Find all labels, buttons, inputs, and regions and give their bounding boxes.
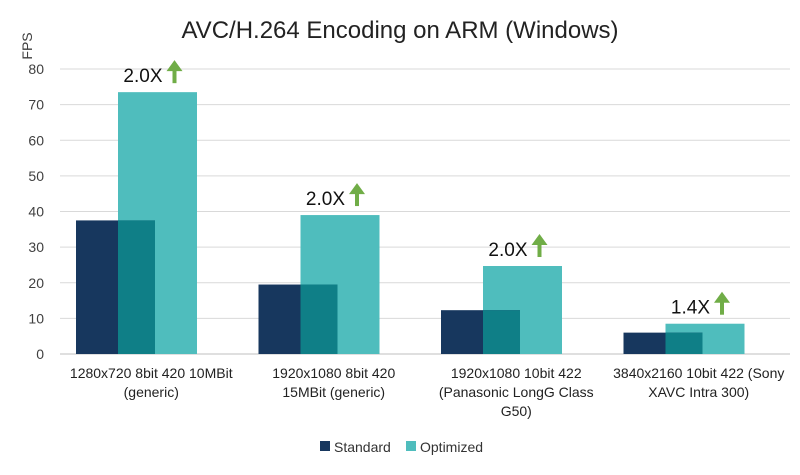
category-label: (Panasonic LongG Class	[439, 384, 594, 400]
speedup-label: 2.0X	[123, 66, 162, 87]
y-tick-label: 40	[28, 204, 44, 220]
category-label: 1920x1080 10bit 422	[451, 365, 582, 381]
category-label: 1280x720 8bit 420 10MBit	[70, 365, 233, 381]
y-axis-label: FPS	[19, 32, 35, 59]
up-arrow-icon	[166, 60, 183, 84]
y-tick-label: 30	[28, 239, 44, 255]
legend-swatch	[320, 441, 330, 451]
category-label: 3840x2160 10bit 422 (Sony	[613, 365, 784, 381]
chart-title: AVC/H.264 Encoding on ARM (Windows)	[181, 17, 618, 44]
up-arrow-icon	[714, 291, 730, 315]
legend-label: Standard	[334, 439, 391, 455]
speedup-label: 2.0X	[306, 189, 345, 210]
speedup-label: 2.0X	[488, 240, 527, 261]
category-label: G50)	[501, 403, 532, 419]
category-label: XAVC Intra 300)	[648, 384, 749, 400]
y-tick-label: 0	[36, 346, 44, 362]
y-tick-label: 20	[28, 275, 44, 291]
legend: Standard Optimized	[320, 439, 483, 455]
up-arrow-icon	[349, 183, 365, 207]
bar-overlap	[118, 220, 155, 354]
legend-label: Optimized	[420, 439, 483, 455]
legend-swatch	[406, 441, 416, 451]
y-tick-label: 70	[28, 97, 44, 113]
up-arrow-icon	[531, 234, 548, 258]
y-tick-label: 10	[28, 310, 44, 326]
category-label: 15MBit (generic)	[282, 384, 385, 400]
y-axis-ticks: 0 10 20 30 40 50 60 70 80	[28, 61, 44, 362]
bar-overlap	[300, 284, 338, 354]
speedup-label: 1.4X	[671, 298, 710, 319]
bar-overlap	[483, 310, 520, 354]
y-tick-label: 80	[28, 61, 44, 77]
annotations: 2.0X 2.0X 2.0X 1.4X	[123, 60, 730, 319]
y-tick-label: 50	[28, 168, 44, 184]
x-axis-labels: 1280x720 8bit 420 10MBit (generic) 1920x10…	[70, 365, 784, 419]
y-tick-label: 60	[28, 132, 44, 148]
bar-overlap	[665, 332, 703, 354]
bars	[76, 92, 745, 354]
category-label: (generic)	[124, 384, 179, 400]
category-label: 1920x1080 8bit 420	[272, 365, 395, 381]
